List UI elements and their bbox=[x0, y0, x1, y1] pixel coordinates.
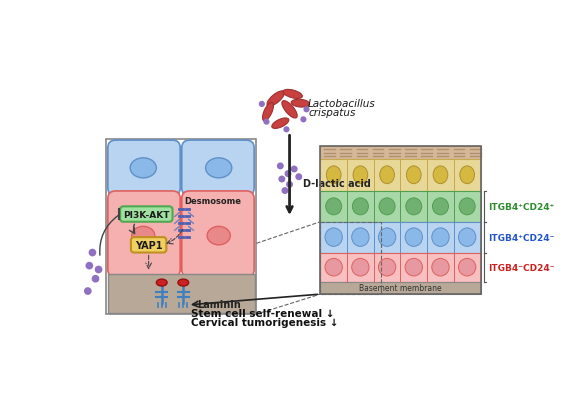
Text: ITGB4⁺CD24⁻: ITGB4⁺CD24⁻ bbox=[488, 233, 554, 242]
FancyBboxPatch shape bbox=[108, 192, 180, 277]
Bar bbox=[320, 222, 381, 294]
Ellipse shape bbox=[351, 228, 369, 247]
Ellipse shape bbox=[433, 166, 448, 184]
Ellipse shape bbox=[459, 198, 475, 215]
Ellipse shape bbox=[379, 198, 395, 215]
Circle shape bbox=[295, 174, 302, 181]
Circle shape bbox=[92, 275, 99, 283]
Bar bbox=[320, 147, 480, 294]
Ellipse shape bbox=[283, 90, 302, 99]
FancyBboxPatch shape bbox=[131, 238, 166, 253]
Ellipse shape bbox=[325, 228, 342, 247]
FancyBboxPatch shape bbox=[108, 141, 180, 196]
Ellipse shape bbox=[458, 228, 476, 247]
Ellipse shape bbox=[353, 166, 368, 184]
Ellipse shape bbox=[132, 227, 155, 245]
Ellipse shape bbox=[432, 259, 449, 276]
Text: Cervical tumorigenesis ↓: Cervical tumorigenesis ↓ bbox=[191, 318, 339, 327]
Circle shape bbox=[278, 176, 285, 183]
Circle shape bbox=[281, 188, 288, 194]
Ellipse shape bbox=[157, 279, 167, 286]
Ellipse shape bbox=[432, 228, 449, 247]
Text: YAP1: YAP1 bbox=[135, 240, 162, 250]
Ellipse shape bbox=[282, 101, 297, 119]
Bar bbox=[320, 282, 480, 294]
Circle shape bbox=[85, 262, 93, 270]
Ellipse shape bbox=[326, 198, 342, 215]
Ellipse shape bbox=[263, 103, 274, 122]
Ellipse shape bbox=[458, 259, 476, 276]
Ellipse shape bbox=[460, 166, 474, 184]
Ellipse shape bbox=[405, 259, 422, 276]
Circle shape bbox=[300, 117, 306, 123]
Text: Desmosome: Desmosome bbox=[184, 196, 241, 205]
Bar bbox=[320, 147, 480, 159]
Text: PI3K-AKT: PI3K-AKT bbox=[123, 210, 169, 219]
Bar bbox=[320, 253, 480, 282]
Text: Laminin: Laminin bbox=[197, 299, 241, 309]
FancyBboxPatch shape bbox=[182, 192, 254, 277]
Circle shape bbox=[291, 166, 298, 173]
FancyBboxPatch shape bbox=[120, 207, 172, 222]
Bar bbox=[320, 222, 480, 253]
Bar bbox=[106, 139, 256, 314]
Ellipse shape bbox=[380, 166, 394, 184]
Circle shape bbox=[303, 107, 310, 113]
Circle shape bbox=[285, 171, 292, 178]
Text: Lactobacillus: Lactobacillus bbox=[308, 99, 376, 109]
Circle shape bbox=[277, 163, 284, 170]
Circle shape bbox=[84, 288, 92, 295]
Ellipse shape bbox=[291, 100, 310, 108]
Text: crispatus: crispatus bbox=[308, 108, 356, 118]
Text: Basement membrane: Basement membrane bbox=[359, 284, 442, 293]
Ellipse shape bbox=[206, 158, 232, 179]
Text: ITGB4⁻CD24⁻: ITGB4⁻CD24⁻ bbox=[488, 263, 554, 272]
Circle shape bbox=[284, 127, 289, 133]
Ellipse shape bbox=[405, 228, 422, 247]
Bar bbox=[108, 275, 255, 313]
Circle shape bbox=[95, 266, 103, 274]
Circle shape bbox=[263, 119, 270, 126]
Circle shape bbox=[89, 249, 96, 257]
Ellipse shape bbox=[130, 158, 157, 179]
Ellipse shape bbox=[406, 198, 422, 215]
Ellipse shape bbox=[267, 92, 284, 107]
Ellipse shape bbox=[325, 259, 342, 276]
Bar bbox=[320, 159, 480, 192]
FancyBboxPatch shape bbox=[182, 141, 254, 196]
Ellipse shape bbox=[327, 166, 341, 184]
Ellipse shape bbox=[272, 119, 289, 129]
Ellipse shape bbox=[353, 198, 368, 215]
Circle shape bbox=[286, 181, 293, 188]
Ellipse shape bbox=[351, 259, 369, 276]
Ellipse shape bbox=[378, 228, 396, 247]
Text: D-lactic acid: D-lactic acid bbox=[303, 179, 371, 188]
Ellipse shape bbox=[207, 227, 230, 245]
Circle shape bbox=[259, 102, 265, 108]
Ellipse shape bbox=[378, 259, 396, 276]
Ellipse shape bbox=[407, 166, 421, 184]
Ellipse shape bbox=[178, 279, 188, 286]
Text: Stem cell self-renewal ↓: Stem cell self-renewal ↓ bbox=[191, 308, 335, 318]
Bar bbox=[320, 192, 480, 222]
Ellipse shape bbox=[433, 198, 448, 215]
Text: ITGB4⁺CD24⁺: ITGB4⁺CD24⁺ bbox=[488, 202, 554, 211]
